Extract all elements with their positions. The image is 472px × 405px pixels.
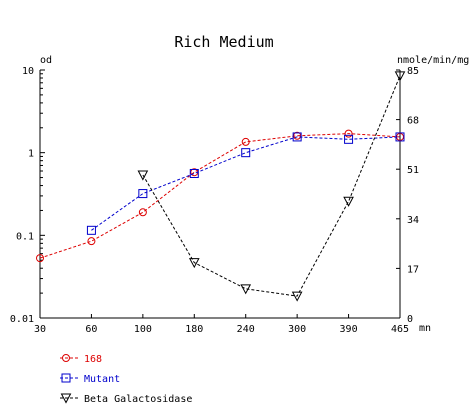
data-point [241,137,250,146]
right-tick-label: 51 [407,165,419,176]
series-line [142,75,401,297]
legend: 168 Mutant Beta Galactosidase [60,354,192,405]
left-tick-label: 1 [28,149,34,160]
legend-marker [61,373,71,383]
data-point [138,189,148,199]
legend-label: 168 [84,354,102,365]
data-point [87,237,96,246]
right-tick-label: 17 [407,264,419,275]
x-tick-label: 240 [237,324,255,335]
data-point [344,134,354,144]
right-tick-label: 34 [407,215,419,226]
x-tick-label: 100 [134,324,152,335]
data-point [343,196,354,207]
x-tick-label: 390 [340,324,358,335]
x-tick-label: 300 [288,324,306,335]
data-point [240,284,252,295]
legend-marker [62,354,70,362]
left-tick-label: 0.01 [10,314,34,325]
right-axis-unit: nmole/min/mg [397,55,469,66]
x-tick-label: 465 [391,324,409,335]
right-tick-label: 68 [407,116,419,127]
data-point [241,148,251,158]
right-tick-label: 0 [407,314,413,325]
x-tick-label: 30 [34,324,46,335]
data-point [86,225,96,235]
data-point [344,129,353,138]
x-tick-label: 60 [85,324,97,335]
data-point [292,132,302,142]
x-axis-unit: mn [419,323,431,334]
data-point [189,168,199,178]
legend-label: Beta Galactosidase [84,394,192,405]
right-tick-label: 85 [407,66,419,77]
data-point [395,132,405,142]
left-axis-unit: od [40,55,52,66]
data-point [36,254,44,263]
left-tick-label: 0.1 [16,231,34,242]
series-line [39,133,401,259]
data-point [291,291,303,302]
data-point [394,71,406,82]
left-tick-label: 10 [22,66,34,77]
data-point [137,170,149,181]
axes: 30 60 100 180 240 300 390 4650.010.111001734516… [10,66,419,335]
series-line [91,136,401,231]
series-layer [36,71,406,302]
data-point [138,208,147,217]
legend-marker [60,393,72,404]
data-point [188,258,200,269]
legend-label: Mutant [84,374,120,385]
x-tick-label: 180 [185,324,203,335]
chart-title: Rich Medium [174,33,273,51]
